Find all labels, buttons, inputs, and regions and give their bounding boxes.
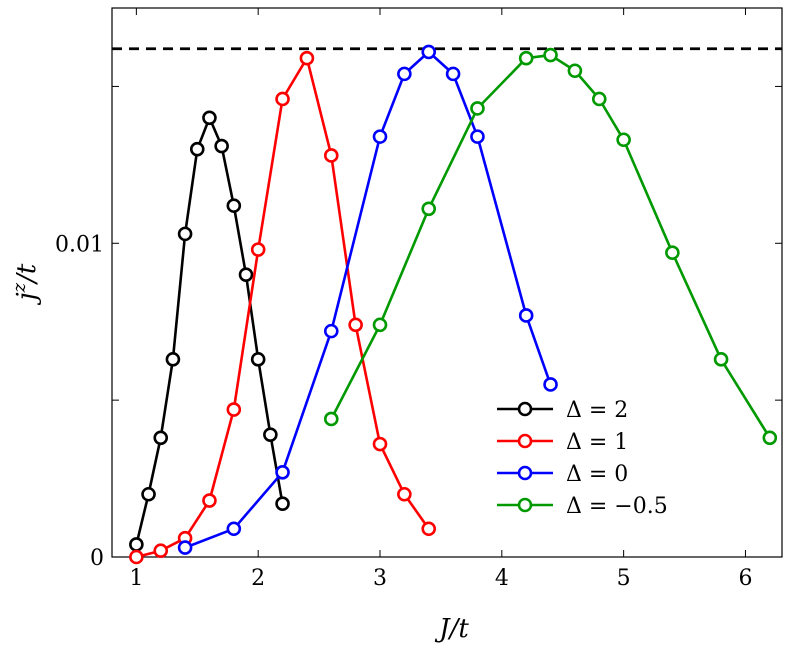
legend-entry: Δ = 0 <box>497 462 628 487</box>
series-line <box>184 50 552 549</box>
data-point <box>421 44 437 60</box>
y-tick-label: 0 <box>90 546 104 571</box>
data-point <box>202 110 217 126</box>
data-point <box>762 430 778 446</box>
data-point <box>518 50 534 66</box>
data-point <box>372 317 388 333</box>
data-point <box>470 101 485 116</box>
data-point <box>591 91 607 107</box>
data-point <box>129 549 144 565</box>
series-2 <box>177 44 558 555</box>
data-point <box>129 537 144 552</box>
data-point <box>275 496 290 511</box>
data-point <box>299 50 315 66</box>
data-point <box>189 141 205 157</box>
data-point <box>713 352 729 367</box>
y-axis-label: jz/t <box>9 263 42 305</box>
legend-label: Δ = 1 <box>566 430 628 455</box>
legend-entry: Δ = 2 <box>497 398 628 423</box>
y-axis-label-group: jz/t <box>9 263 42 305</box>
x-tick-label: 4 <box>495 566 509 591</box>
legend-label: Δ = 0 <box>566 462 628 487</box>
data-point <box>177 540 193 555</box>
plot-area <box>111 7 783 558</box>
legend-label: Δ = 2 <box>566 398 628 423</box>
data-point <box>421 201 437 217</box>
data-point <box>397 66 412 82</box>
x-tick-label: 3 <box>373 566 387 591</box>
legend-entry: Δ = −0.5 <box>497 494 668 519</box>
x-tick-label: 6 <box>738 566 752 591</box>
legend-marker <box>517 401 533 417</box>
x-tick-label: 5 <box>617 566 631 591</box>
data-point <box>372 129 388 144</box>
x-tick-label: 2 <box>251 566 265 591</box>
data-point <box>153 543 169 559</box>
series-line <box>330 53 771 439</box>
series-layer <box>112 44 782 565</box>
plot-frame <box>111 7 783 558</box>
legend-entry: Δ = 1 <box>497 430 628 455</box>
data-point <box>665 245 680 260</box>
x-tick-label: 1 <box>129 566 143 591</box>
data-point <box>275 464 290 480</box>
data-point <box>323 323 339 339</box>
data-point <box>141 486 156 502</box>
legend-marker <box>517 497 533 513</box>
data-point <box>177 226 193 242</box>
legend-marker <box>517 465 533 481</box>
data-point <box>323 148 339 163</box>
data-point <box>323 411 339 427</box>
series-1 <box>129 50 437 565</box>
data-point <box>397 486 412 502</box>
data-point <box>250 242 266 257</box>
data-point <box>421 521 437 537</box>
x-axis-ticks: 1 2 3 4 5 6 <box>129 8 752 591</box>
data-point <box>250 352 266 367</box>
data-point <box>567 63 583 79</box>
data-point <box>165 352 181 367</box>
data-point <box>543 47 558 63</box>
legend: Δ = 2 Δ = 1 Δ = 0 Δ = −0.5 <box>497 398 668 519</box>
data-point <box>616 132 631 148</box>
data-point <box>226 198 242 213</box>
data-point <box>518 308 534 323</box>
data-point <box>543 377 558 392</box>
data-point <box>275 91 290 107</box>
series-3 <box>323 47 778 446</box>
series-line <box>135 116 284 545</box>
data-point <box>202 493 217 508</box>
data-point <box>263 427 278 442</box>
data-point <box>153 430 169 446</box>
y-tick-label: 0.01 <box>55 232 104 257</box>
legend-marker <box>517 433 533 449</box>
data-point <box>226 402 242 417</box>
x-axis-label: J/t <box>434 614 469 644</box>
legend-label: Δ = −0.5 <box>566 494 668 519</box>
data-point <box>470 129 485 144</box>
data-point <box>214 138 229 154</box>
data-point <box>348 317 363 333</box>
data-point <box>445 66 461 82</box>
series-0 <box>129 110 290 552</box>
data-point <box>372 436 388 452</box>
y-axis-ticks: 00.01 <box>55 85 782 571</box>
data-point <box>238 267 254 282</box>
data-point <box>226 521 242 537</box>
